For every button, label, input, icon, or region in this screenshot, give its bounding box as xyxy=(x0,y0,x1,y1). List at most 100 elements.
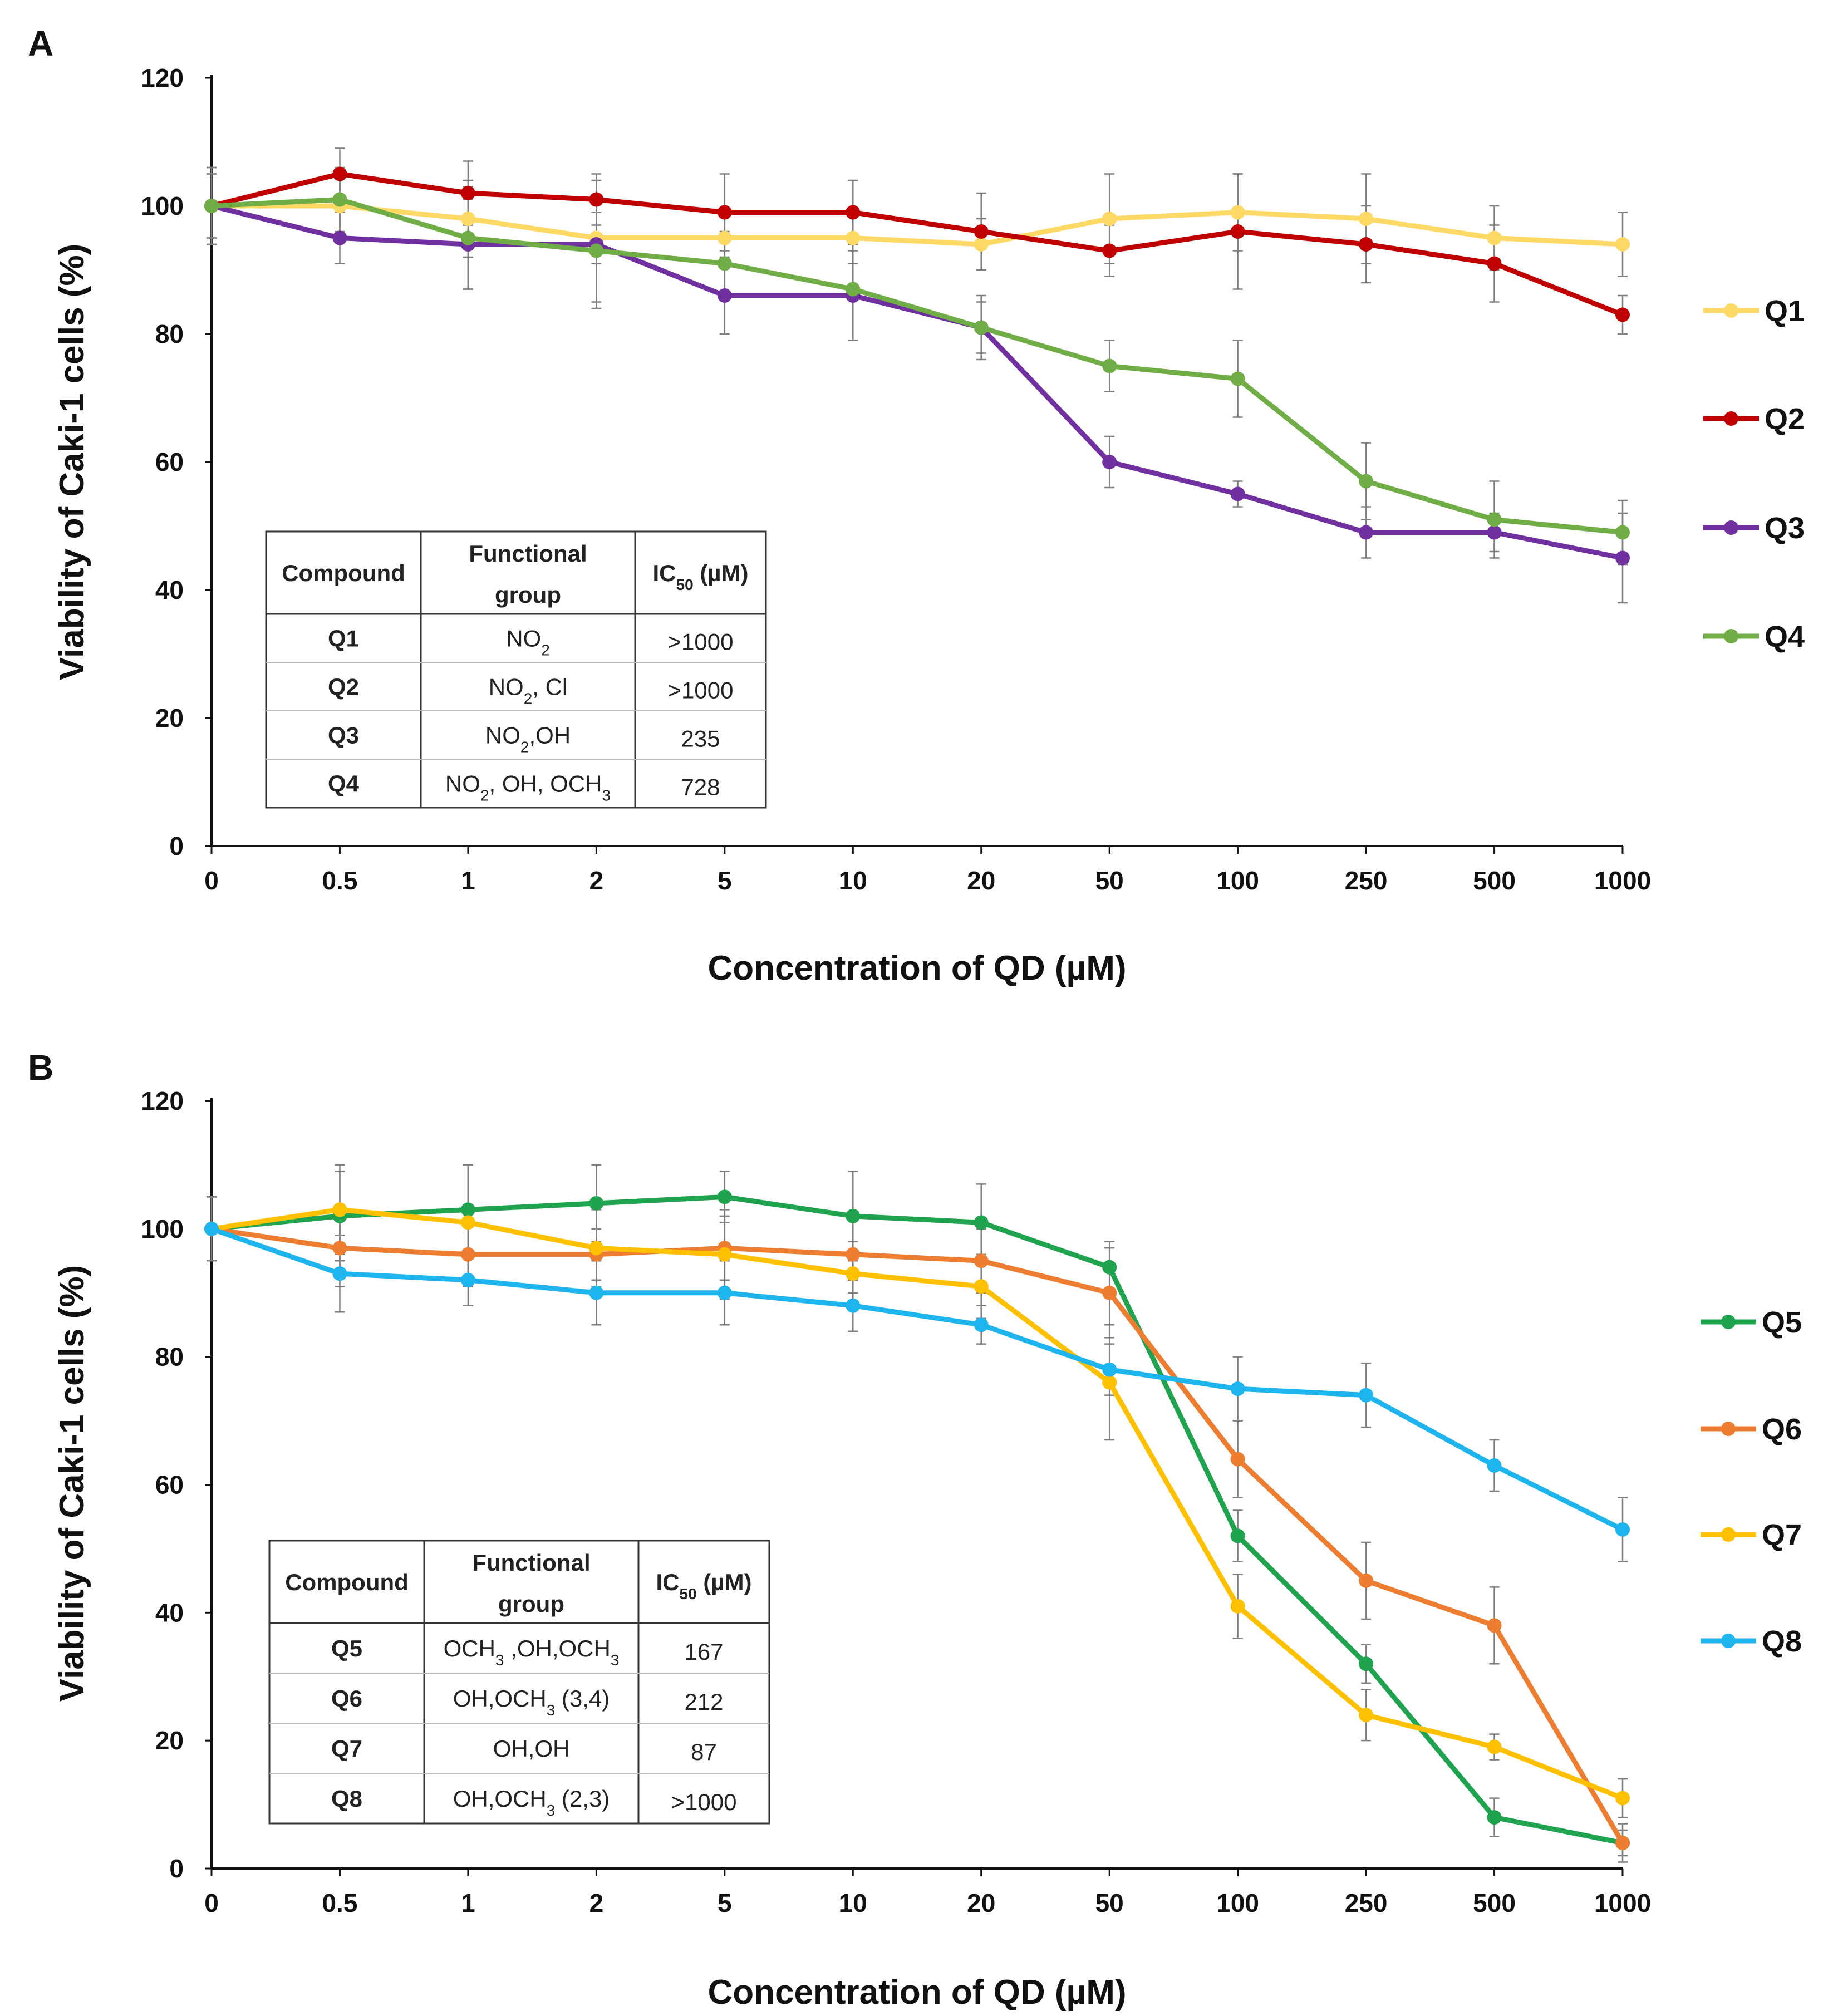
data-point-Q7 xyxy=(1615,1791,1630,1806)
x-tick-label: 100 xyxy=(1216,1889,1259,1917)
x-tick-label: 250 xyxy=(1345,866,1388,895)
data-point-Q8 xyxy=(204,1221,219,1236)
legend-entry-Q7: Q7 xyxy=(1701,1518,1802,1552)
x-tick-label: 2 xyxy=(589,1889,604,1917)
y-tick-label: 120 xyxy=(141,63,184,92)
data-point-Q2 xyxy=(1487,256,1502,271)
table-cell-compound: Q7 xyxy=(331,1735,362,1762)
data-point-Q6 xyxy=(1487,1618,1502,1633)
x-axis-label: Concentration of QD (µM) xyxy=(707,949,1126,987)
y-axis-label: Viability of Caki-1 cells (%) xyxy=(53,1265,91,1702)
data-point-Q5 xyxy=(1359,1656,1374,1671)
data-point-Q2 xyxy=(1359,237,1374,252)
table-cell-functional-group: OH,OCH3 (2,3) xyxy=(453,1786,610,1819)
data-point-Q7 xyxy=(1487,1739,1502,1754)
data-point-Q5 xyxy=(974,1215,989,1230)
data-point-Q1 xyxy=(460,212,475,226)
data-point-Q7 xyxy=(589,1241,604,1256)
data-point-Q2 xyxy=(332,166,347,181)
table-cell-compound: Q6 xyxy=(331,1685,362,1712)
ic50-table: Compound Functional group IC50 (µM) Q5 OCH3 ,… xyxy=(268,1540,770,1825)
data-point-Q3 xyxy=(1487,525,1502,540)
data-point-Q6 xyxy=(1615,1836,1630,1851)
x-tick-label: 20 xyxy=(967,866,995,895)
x-tick-label: 5 xyxy=(718,866,732,895)
legend-entry-Q1: Q1 xyxy=(1703,294,1805,328)
data-point-Q4 xyxy=(846,282,861,297)
table-cell-ic50: 212 xyxy=(684,1689,723,1715)
data-point-Q5 xyxy=(846,1208,861,1223)
x-tick-label: 500 xyxy=(1473,866,1516,895)
x-tick-label: 250 xyxy=(1345,1889,1388,1917)
table-cell-compound: Q2 xyxy=(328,674,359,700)
data-point-Q4 xyxy=(1615,525,1630,540)
data-point-Q2 xyxy=(1615,307,1630,322)
data-point-Q6 xyxy=(1102,1285,1117,1300)
data-point-Q4 xyxy=(1102,358,1117,373)
table-cell-ic50: 235 xyxy=(681,726,720,752)
data-point-Q4 xyxy=(1359,474,1374,489)
table-cell-functional-group: NO2 xyxy=(506,626,550,659)
data-point-Q5 xyxy=(460,1202,475,1217)
legend-marker xyxy=(1724,629,1738,643)
legend-label: Q4 xyxy=(1765,620,1805,653)
x-tick-label: 0 xyxy=(204,866,219,895)
legend-marker xyxy=(1724,520,1738,535)
data-point-Q8 xyxy=(1615,1522,1630,1537)
data-point-Q6 xyxy=(332,1241,347,1256)
data-point-Q5 xyxy=(717,1189,732,1204)
data-point-Q3 xyxy=(1359,525,1374,540)
panel-letter: B xyxy=(28,1048,53,1088)
data-point-Q2 xyxy=(1102,243,1117,258)
x-tick-label: 10 xyxy=(839,1889,867,1917)
legend-label: Q5 xyxy=(1762,1306,1802,1339)
y-tick-label: 40 xyxy=(155,1598,184,1627)
y-tick-label: 60 xyxy=(155,1471,184,1499)
x-tick-label: 50 xyxy=(1095,1889,1124,1917)
data-point-Q4 xyxy=(589,243,604,258)
data-point-Q8 xyxy=(1230,1381,1245,1397)
data-point-Q4 xyxy=(1487,512,1502,527)
x-tick-label: 50 xyxy=(1095,866,1124,895)
table-cell-ic50: >1000 xyxy=(668,629,734,655)
data-point-Q7 xyxy=(974,1279,989,1294)
series-line-Q5 xyxy=(211,1194,1623,1846)
x-tick-label: 10 xyxy=(839,866,867,895)
y-tick-label: 100 xyxy=(141,1214,184,1243)
legend-marker xyxy=(1724,411,1738,426)
data-point-Q8 xyxy=(332,1266,347,1281)
legend-label: Q1 xyxy=(1765,294,1805,328)
chart-panel-B: B 0 20 40 60 80 100 120 0 0.5 1 2 5 10 20 50 100 250 500 10… xyxy=(28,1048,1802,2012)
legend-label: Q3 xyxy=(1765,512,1805,545)
data-point-Q7 xyxy=(460,1215,475,1230)
table-cell-compound: Q4 xyxy=(328,771,360,797)
data-point-Q6 xyxy=(460,1247,475,1262)
series-line-Q2 xyxy=(210,171,1624,317)
data-point-Q8 xyxy=(846,1298,861,1313)
data-point-Q2 xyxy=(974,224,989,239)
y-tick-label: 120 xyxy=(141,1086,184,1115)
data-point-Q4 xyxy=(717,256,732,271)
table-cell-functional-group: OH,OCH3 (3,4) xyxy=(453,1685,610,1719)
table-cell-ic50: >1000 xyxy=(668,677,734,704)
table-cell-functional-group: NO2,OH xyxy=(485,722,571,756)
x-tick-label: 0.5 xyxy=(322,866,357,895)
table-cell-functional-group: OH,OH xyxy=(493,1735,570,1762)
legend-marker xyxy=(1724,303,1738,318)
table-cell-functional-group: NO2, Cl xyxy=(489,674,568,707)
data-point-Q1 xyxy=(717,230,732,245)
panel-letter: A xyxy=(28,23,53,63)
series-line-Q6 xyxy=(211,1226,1625,1845)
data-point-Q3 xyxy=(1230,486,1245,501)
data-point-Q4 xyxy=(204,199,219,213)
data-point-Q6 xyxy=(1230,1452,1245,1467)
x-tick-label: 20 xyxy=(967,1889,995,1917)
x-tick-label: 1 xyxy=(461,1889,475,1917)
data-point-Q1 xyxy=(1230,205,1245,220)
data-point-Q6 xyxy=(1359,1573,1374,1588)
y-tick-label: 0 xyxy=(169,1854,184,1883)
data-point-Q7 xyxy=(846,1266,861,1281)
data-point-Q6 xyxy=(974,1253,989,1268)
table-header-ic50: IC50 (µM) xyxy=(656,1569,752,1602)
